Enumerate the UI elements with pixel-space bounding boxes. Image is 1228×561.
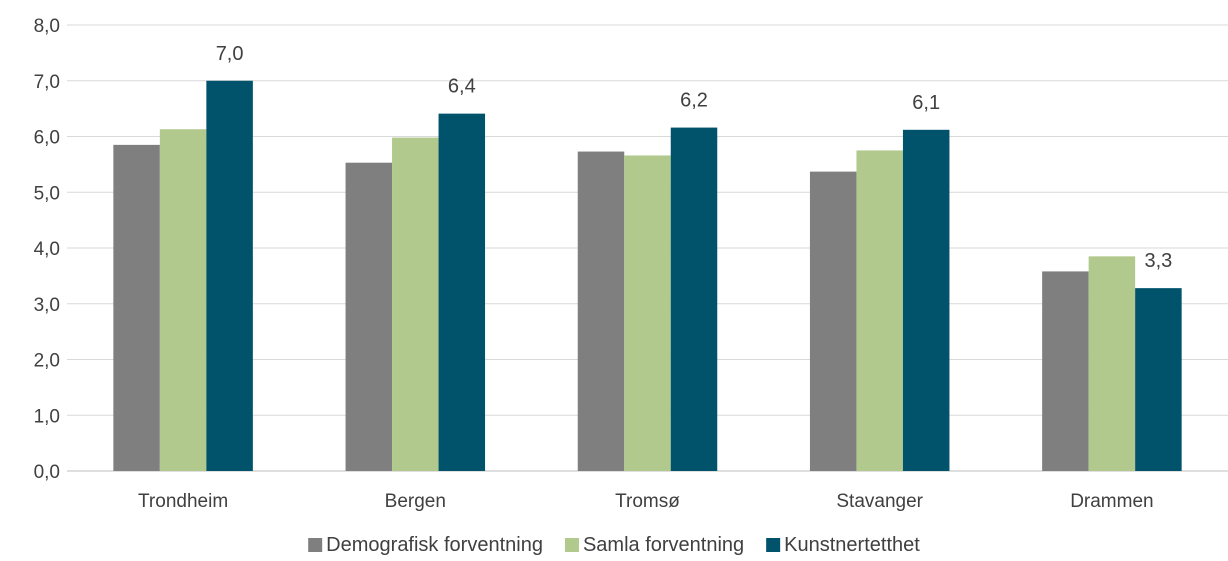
- bar-kunstnertetthet: [902, 129, 950, 471]
- legend-swatch: [308, 538, 323, 552]
- bar-kunstnertetthet: [670, 127, 718, 471]
- bar-samla-forventning: [392, 137, 439, 472]
- legend-item: Demografisk forventning: [308, 534, 543, 556]
- bar-samla-forventning: [624, 155, 671, 471]
- bar-samla-forventning: [856, 150, 903, 471]
- y-tick-label: 3,0: [34, 295, 60, 316]
- data-label: 3,3: [1144, 250, 1172, 272]
- bar-kunstnertetthet: [1135, 288, 1182, 471]
- data-labels: 7,0 6,4 6,2 6,1 3,3: [216, 43, 1173, 272]
- data-label: 6,4: [448, 76, 476, 98]
- legend: Demografisk forventning Samla forventning…: [308, 534, 920, 556]
- y-axis-ticks: 0,0 1,0 2,0 3,0 4,0 5,0 6,0 7,0 8,0: [34, 16, 60, 483]
- y-tick-label: 7,0: [34, 72, 60, 93]
- bar-kunstnertetthet: [438, 113, 486, 471]
- bar-samla-forventning: [1088, 256, 1136, 471]
- bars: [113, 80, 1182, 472]
- legend-item: Kunstnertetthet: [766, 534, 920, 556]
- legend-swatch: [564, 538, 579, 552]
- x-category-label: Tromsø: [615, 491, 680, 512]
- legend-swatch: [766, 538, 781, 552]
- y-tick-label: 0,0: [34, 462, 60, 483]
- bar-demografisk-forventning: [577, 151, 625, 472]
- x-category-label: Bergen: [385, 491, 446, 512]
- legend-label: Samla forventning: [583, 534, 744, 556]
- bar-samla-forventning: [159, 129, 207, 471]
- bar-kunstnertetthet: [206, 80, 253, 471]
- data-label: 7,0: [216, 43, 244, 65]
- legend-label: Kunstnertetthet: [784, 534, 920, 556]
- x-category-label: Trondheim: [138, 491, 228, 512]
- x-category-label: Drammen: [1070, 491, 1153, 512]
- legend-item: Samla forventning: [564, 534, 744, 556]
- y-tick-label: 8,0: [34, 16, 60, 37]
- y-tick-label: 6,0: [34, 128, 60, 149]
- data-label: 6,1: [912, 92, 940, 114]
- y-tick-label: 5,0: [34, 183, 60, 204]
- x-category-label: Stavanger: [836, 491, 923, 512]
- bar-demografisk-forventning: [809, 171, 857, 471]
- y-tick-label: 4,0: [34, 239, 60, 260]
- legend-label: Demografisk forventning: [326, 534, 543, 556]
- bar-demografisk-forventning: [345, 162, 393, 471]
- bar-demografisk-forventning: [1042, 271, 1089, 471]
- y-tick-label: 1,0: [34, 406, 60, 427]
- bar-demografisk-forventning: [113, 144, 160, 472]
- y-tick-label: 2,0: [34, 351, 60, 372]
- x-axis-categories: Trondheim Bergen Tromsø Stavanger Drammen: [138, 491, 1154, 512]
- data-label: 6,2: [680, 90, 708, 112]
